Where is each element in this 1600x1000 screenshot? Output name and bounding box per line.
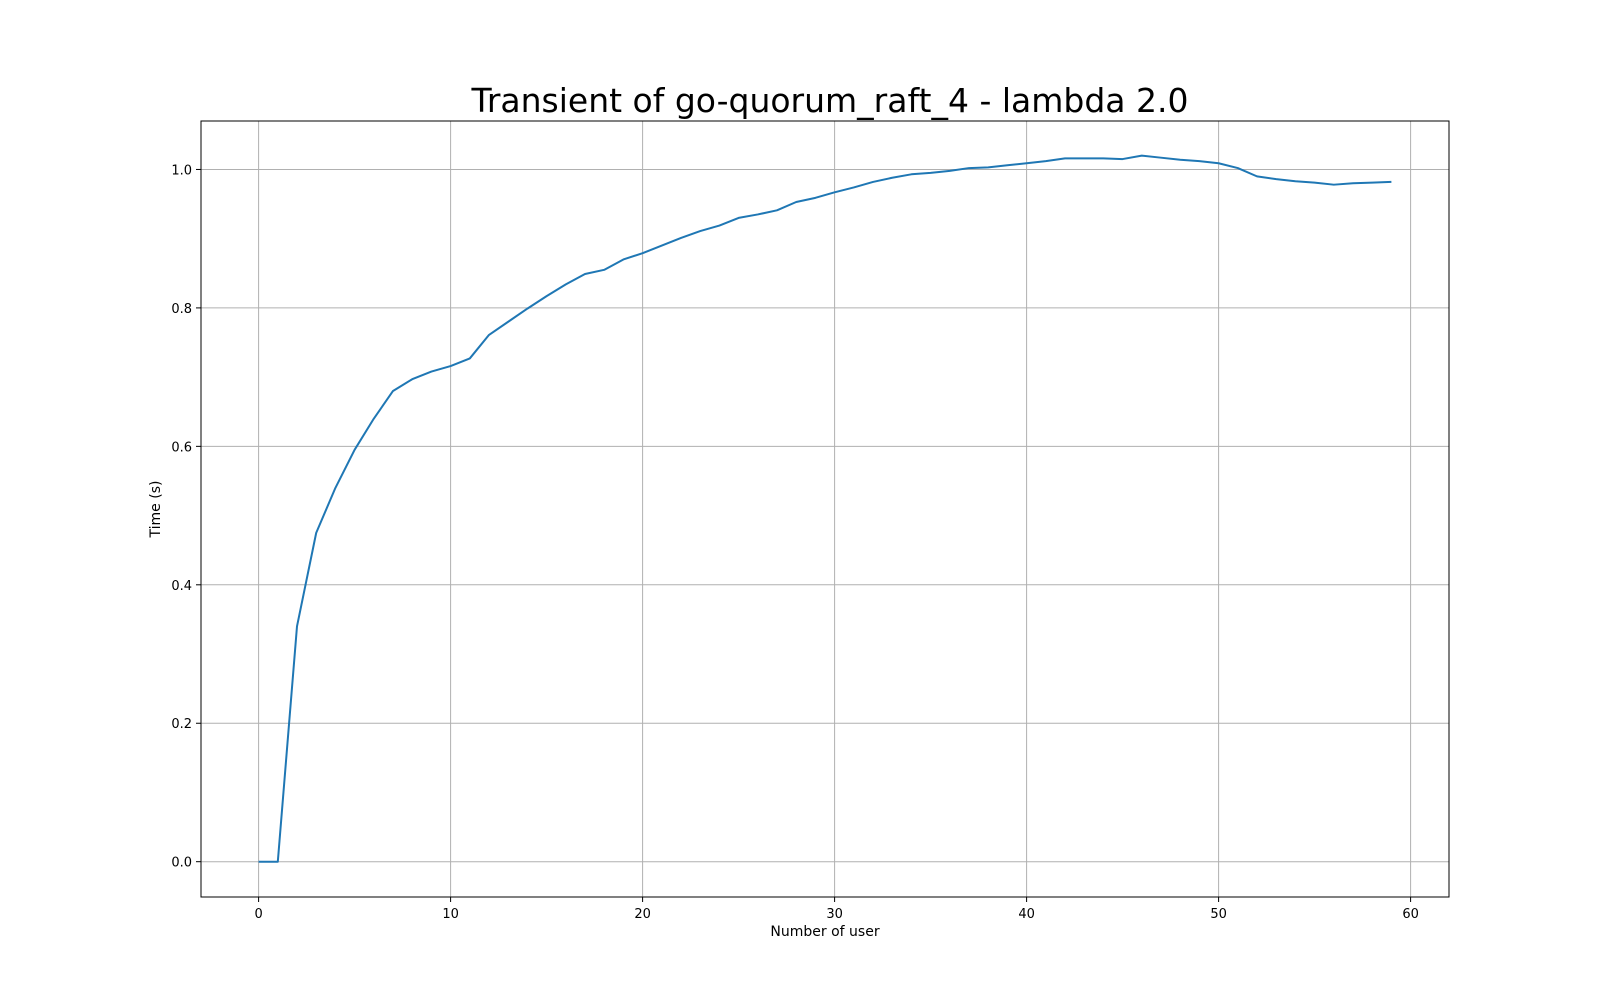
x-axis-label: Number of user [770,924,879,940]
x-tick-label: 10 [442,907,459,922]
x-tick-label: 40 [1018,907,1035,922]
grid-lines [201,121,1449,897]
chart-title: Transient of go-quorum_raft_4 - lambda 2… [471,81,1189,120]
x-tick-label: 20 [634,907,651,922]
y-tick-label: 0.0 [171,856,192,871]
y-tick-label: 1.0 [171,163,192,178]
y-tick-label: 0.2 [171,717,192,732]
plot-frame [200,120,1450,898]
x-tick-label: 0 [254,907,262,922]
x-tick-label: 60 [1402,907,1419,922]
x-tick-label: 30 [826,907,843,922]
y-tick-label: 0.6 [171,440,192,455]
series-line [258,154,1392,863]
x-tick-label: 50 [1210,907,1227,922]
series-layer [258,154,1392,863]
axis-ticks: 0 10 20 30 40 50 60 0.0 0.2 0.4 0.6 0.8 1.0 [171,163,1419,922]
y-axis-label: Time (s) [148,481,164,539]
y-tick-label: 0.8 [171,302,192,317]
y-tick-label: 0.4 [171,579,192,594]
